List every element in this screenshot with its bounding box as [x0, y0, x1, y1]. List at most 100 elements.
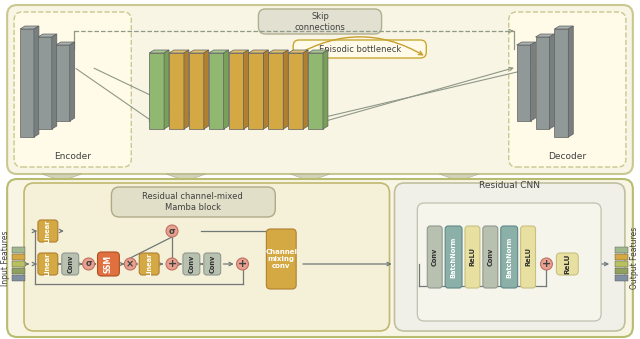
Text: Input Features: Input Features	[1, 230, 10, 286]
FancyBboxPatch shape	[417, 203, 601, 321]
Text: Linear: Linear	[146, 252, 152, 276]
Polygon shape	[169, 50, 189, 53]
Polygon shape	[268, 50, 288, 53]
Polygon shape	[209, 53, 223, 129]
FancyBboxPatch shape	[266, 229, 296, 289]
FancyBboxPatch shape	[111, 187, 275, 217]
Polygon shape	[554, 26, 573, 29]
Polygon shape	[42, 174, 82, 181]
Circle shape	[166, 225, 178, 237]
Polygon shape	[516, 45, 531, 121]
Polygon shape	[56, 45, 70, 121]
Text: Conv: Conv	[67, 255, 73, 273]
Polygon shape	[323, 50, 328, 129]
FancyBboxPatch shape	[500, 226, 518, 288]
Text: ReLU: ReLU	[525, 247, 531, 266]
Polygon shape	[549, 34, 554, 129]
Text: Residual CNN: Residual CNN	[479, 181, 540, 190]
FancyBboxPatch shape	[7, 5, 633, 174]
Text: Linear: Linear	[45, 252, 51, 276]
FancyBboxPatch shape	[12, 267, 25, 274]
Polygon shape	[308, 53, 323, 129]
Text: ReLU: ReLU	[564, 254, 570, 274]
Text: Conv: Conv	[188, 255, 195, 273]
Text: Residual channel-mixed
Mamba block: Residual channel-mixed Mamba block	[143, 192, 243, 212]
Text: Episodic bottleneck: Episodic bottleneck	[319, 44, 401, 54]
Polygon shape	[308, 50, 328, 53]
Polygon shape	[288, 53, 303, 129]
Polygon shape	[536, 34, 554, 37]
Text: Linear: Linear	[45, 219, 51, 243]
FancyBboxPatch shape	[445, 226, 462, 288]
Polygon shape	[70, 42, 75, 121]
Polygon shape	[284, 50, 288, 129]
Circle shape	[124, 258, 136, 270]
Polygon shape	[223, 50, 228, 129]
Polygon shape	[20, 29, 34, 137]
Text: Conv: Conv	[487, 248, 493, 266]
FancyBboxPatch shape	[62, 253, 79, 275]
FancyBboxPatch shape	[12, 254, 25, 260]
Text: Conv: Conv	[432, 248, 438, 266]
FancyBboxPatch shape	[12, 275, 25, 281]
Circle shape	[83, 258, 95, 270]
Polygon shape	[149, 50, 169, 53]
Polygon shape	[189, 53, 204, 129]
FancyBboxPatch shape	[38, 253, 58, 275]
FancyBboxPatch shape	[615, 267, 628, 274]
Circle shape	[237, 258, 248, 270]
Polygon shape	[554, 29, 568, 137]
Polygon shape	[264, 50, 268, 129]
Text: BatchNorm: BatchNorm	[451, 236, 456, 278]
Polygon shape	[268, 53, 284, 129]
Polygon shape	[20, 26, 39, 29]
Polygon shape	[204, 50, 209, 129]
Polygon shape	[303, 50, 308, 129]
Text: σ: σ	[85, 259, 92, 268]
Text: Output Features: Output Features	[630, 227, 639, 289]
FancyBboxPatch shape	[38, 220, 58, 242]
Polygon shape	[52, 34, 57, 129]
Polygon shape	[169, 53, 184, 129]
Text: Encoder: Encoder	[54, 152, 91, 161]
FancyBboxPatch shape	[615, 246, 628, 253]
FancyBboxPatch shape	[12, 260, 25, 267]
FancyBboxPatch shape	[259, 9, 381, 34]
Text: Conv: Conv	[209, 255, 215, 273]
Polygon shape	[34, 26, 39, 137]
FancyBboxPatch shape	[428, 226, 442, 288]
Text: Channel
mixing
conv: Channel mixing conv	[265, 249, 297, 269]
FancyBboxPatch shape	[509, 12, 626, 167]
Text: +: +	[542, 259, 551, 269]
Text: Skip
connections: Skip connections	[294, 12, 346, 32]
Polygon shape	[288, 50, 308, 53]
Text: BatchNorm: BatchNorm	[506, 236, 512, 278]
Polygon shape	[290, 174, 330, 181]
Text: +: +	[168, 259, 177, 269]
FancyBboxPatch shape	[615, 260, 628, 267]
FancyBboxPatch shape	[556, 253, 578, 275]
FancyBboxPatch shape	[12, 246, 25, 253]
FancyBboxPatch shape	[483, 226, 498, 288]
Polygon shape	[248, 50, 268, 53]
Text: SSM: SSM	[104, 255, 113, 273]
Text: Decoder: Decoder	[548, 152, 586, 161]
FancyBboxPatch shape	[97, 252, 120, 276]
Polygon shape	[56, 42, 75, 45]
Text: ReLU: ReLU	[470, 247, 476, 266]
Circle shape	[541, 258, 552, 270]
FancyBboxPatch shape	[465, 226, 480, 288]
Text: +: +	[238, 259, 247, 269]
Polygon shape	[536, 37, 549, 129]
FancyBboxPatch shape	[183, 253, 200, 275]
FancyBboxPatch shape	[520, 226, 536, 288]
FancyBboxPatch shape	[204, 253, 221, 275]
Polygon shape	[439, 174, 479, 181]
Polygon shape	[228, 53, 244, 129]
FancyBboxPatch shape	[24, 183, 390, 331]
Text: ×: ×	[126, 259, 134, 269]
Polygon shape	[164, 50, 169, 129]
Polygon shape	[568, 26, 573, 137]
Polygon shape	[531, 42, 536, 121]
FancyBboxPatch shape	[293, 40, 426, 58]
